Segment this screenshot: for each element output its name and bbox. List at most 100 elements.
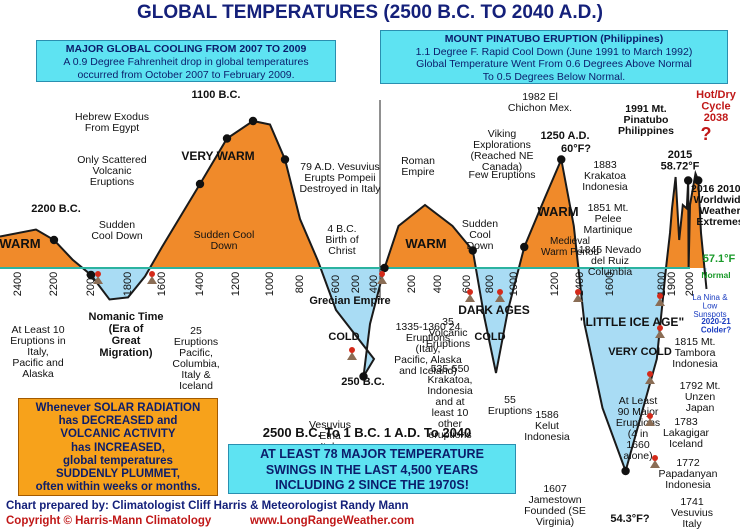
annotation-label: Few Eruptions [468, 169, 535, 181]
annotation-label: 60°F? [561, 143, 591, 155]
cooling-box-text1: A 0.9 Degree Fahrenheit drop in global t… [63, 56, 309, 68]
x-tick-label: 1600 [604, 272, 616, 296]
x-tick-label: 2400 [12, 272, 24, 296]
annotation-label: 1845 Nevado del Ruiz Columbia [579, 244, 642, 278]
volcano-icon [93, 276, 103, 284]
solar-line-1: Whenever SOLAR RADIATION [35, 402, 201, 414]
volcano-icon [347, 352, 357, 360]
data-point [468, 246, 477, 255]
footer-url: www.LongRangeWeather.com [250, 515, 415, 527]
x-tick-label: 1800 [122, 272, 134, 296]
annotation-label: Roman Empire [401, 155, 435, 178]
region-label: Grecian Empire [309, 295, 390, 307]
annotation-label: Hot/Dry Cycle 2038 [696, 89, 737, 124]
pinatubo-box-text2: Global Temperature Went From 0.6 Degrees… [416, 58, 692, 70]
pinatubo-box-text1: 1.1 Degree F. Rapid Cool Down (June 1991… [415, 45, 693, 58]
region-label: "LITTLE ICE AGE" [580, 315, 684, 329]
data-point [520, 242, 529, 252]
normal-value: 57.1°F [703, 253, 736, 265]
annotation-label: 1607 Jamestown Founded (SE Virginia) [524, 483, 586, 528]
normal-label: Normal [701, 270, 730, 280]
volcano-icon [655, 298, 665, 306]
swings-title: 2500 B.C. To 1 B.C. 1 A.D. To 2040 [262, 425, 472, 440]
eruption-icon [647, 413, 653, 419]
x-tick-label: 800 [294, 275, 306, 293]
pinatubo-box-text3: To 0.5 Degrees Below Normal. [482, 70, 626, 83]
swings-box: AT LEAST 78 MAJOR TEMPERATURE SWINGS IN … [228, 444, 516, 494]
eruption-icon [647, 371, 653, 377]
page-title: GLOBAL TEMPERATURES (2500 B.C. TO 2040 A… [137, 2, 603, 23]
region-label: COLD [474, 331, 505, 343]
cooling-box-title: MAJOR GLOBAL COOLING FROM 2007 TO 2009 [65, 43, 307, 55]
annotation-label: 1851 Mt. Pelee Martinique [583, 202, 632, 236]
x-tick-label: 400 [368, 275, 380, 293]
volcano-icon [147, 276, 157, 284]
annotation-label: La Nina & Low Sunspots [692, 293, 728, 319]
annotation-label: 1792 Mt. Unzen Japan [680, 380, 721, 414]
eruption-icon [497, 289, 503, 295]
data-point [621, 466, 630, 476]
eruption-icon [379, 271, 385, 277]
annotation-label: 55 Eruptions [488, 394, 532, 417]
data-point [195, 179, 205, 189]
annotation-label: Sudden Cool Down [91, 219, 143, 242]
solar-line-3: VOLCANIC ACTIVITY [60, 428, 176, 441]
x-tick-label: 600 [461, 275, 473, 293]
data-point [86, 270, 96, 280]
annotation-label: 1783 Lakagigar Iceland [663, 416, 710, 450]
annotation-label: 54.3°F? [610, 513, 650, 525]
annotation-label: 1335-1360 24 Eruptions (Italy, Pacific, Ala… [394, 321, 462, 377]
solar-line-6: SUDDENLY PLUMMET, [56, 468, 180, 481]
region-label: WARM [537, 204, 578, 219]
annotation-label: 1586 Kelut Indonesia [524, 409, 570, 443]
region-label: WARM [0, 236, 41, 251]
x-tick-label: 1000 [508, 272, 520, 296]
cooling-box: MAJOR GLOBAL COOLING FROM 2007 TO 2009 A… [36, 40, 336, 82]
region-label: DARK AGES [458, 303, 530, 317]
x-tick-label: 200 [350, 275, 362, 293]
region-label: WARM [405, 236, 446, 251]
eruption-icon [575, 289, 581, 295]
volcano-icon [465, 294, 475, 302]
annotation-label: 35 Volcanic Eruptions [426, 316, 470, 350]
volcano-icon [495, 294, 505, 302]
annotation-label: Sudden Cool Down [462, 218, 498, 252]
annotation-label: 4 B.C. Birth of Christ [325, 223, 358, 257]
solar-line-5: global temperatures [63, 454, 173, 467]
footer-copyright: Copyright © Harris-Mann Climatology [6, 515, 212, 527]
eruption-icon [149, 271, 155, 277]
annotation-label: 2020-21 Colder? [701, 317, 731, 335]
x-tick-label: 800 [484, 275, 496, 293]
eruption-icon [652, 455, 658, 461]
annotation-label: 1982 El Chichon Mex. [508, 91, 572, 114]
x-tick-label: 1400 [194, 272, 206, 296]
region-label: VERY COLD [608, 346, 672, 358]
x-tick-label: 600 [330, 275, 342, 293]
x-tick-label: 400 [432, 275, 444, 293]
data-point [557, 155, 566, 164]
solar-line-4: has INCREASED, [71, 441, 165, 454]
region-label: Medieval Warm Period [541, 236, 599, 258]
data-point [222, 134, 232, 143]
x-tick-label: 2200 [48, 272, 60, 296]
annotation-label: Viking Explorations (Reached NE Canada) [470, 128, 533, 173]
annotation-label: 250 B.C. [341, 376, 384, 388]
x-tick-label: 1200 [549, 272, 561, 296]
volcano-icon [655, 330, 665, 338]
x-tick-label: 1600 [156, 272, 168, 296]
region-label: Nomanic Time (Era of Great Migration) [89, 311, 164, 359]
annotation-label: 535-550 Krakatoa, Indonesia and at least 10 o… [427, 363, 473, 441]
eruption-icon [657, 325, 663, 331]
temperature-line [0, 119, 708, 475]
volcano-icon [573, 294, 583, 302]
pinatubo-box: MOUNT PINATUBO ERUPTION (Philippines) 1.… [380, 30, 728, 84]
annotation-label: Sudden Cool Down [194, 229, 255, 252]
region-label: COLD [328, 331, 359, 343]
volcano-icon [645, 376, 655, 384]
swings-line-2: SWINGS IN THE LAST 4,500 YEARS [265, 462, 479, 477]
cooling-box-text2: occurred from October 2007 to February 2… [77, 69, 295, 81]
question-icon: ? [701, 124, 712, 144]
annotation-label: 2200 B.C. [31, 203, 81, 215]
volcano-icon [645, 418, 655, 426]
